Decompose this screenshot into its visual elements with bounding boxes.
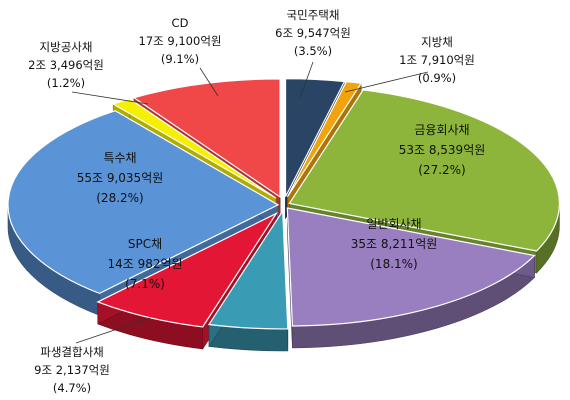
label-slice-3: 일반회사채 35조 8,211억원 (18.1%) — [351, 214, 438, 274]
slice-5 — [96, 211, 279, 328]
slice-4 — [207, 209, 289, 330]
slice-0-amount: 6조 9,547억원 — [275, 26, 351, 40]
slice-1-name: 지방채 — [421, 35, 453, 49]
slice-7 — [111, 98, 277, 199]
slice-2-amount: 53조 8,539억원 — [398, 143, 486, 157]
label-slice-8: CD 17조 9,100억원 (9.1%) — [139, 14, 222, 68]
slice-6-amount: 55조 9,035억원 — [76, 171, 164, 185]
leader-line-2 — [71, 91, 149, 105]
slice-4-name: 파생결합사채 — [40, 345, 104, 359]
slice-6 — [7, 110, 280, 295]
slice-0-name: 국민주택채 — [286, 8, 340, 22]
leader-line-0 — [299, 61, 314, 99]
slice-5-amount: 14조 982억원 — [107, 257, 183, 271]
slice-2-percent: (27.2%) — [418, 163, 466, 177]
slice-6-name: 특수채 — [103, 151, 137, 165]
leader-line-4 — [75, 317, 151, 344]
slice-3-name: 일반회사채 — [366, 217, 422, 231]
leader-line-1 — [344, 71, 429, 93]
slice-5-name: SPC채 — [127, 237, 163, 251]
slice-4-percent: (4.7%) — [52, 381, 92, 395]
slice-0-percent: (3.5%) — [293, 44, 333, 58]
slice-3-amount: 35조 8,211억원 — [350, 237, 438, 251]
label-slice-0: 국민주택채 6조 9,547억원 (3.5%) — [275, 6, 351, 60]
slice-1 — [286, 81, 363, 198]
slice-5-percent: (7.1%) — [125, 277, 165, 291]
slice-7-percent: (1.2%) — [46, 76, 86, 90]
leader-line-3 — [199, 67, 219, 97]
slice-8-percent: (9.1%) — [160, 52, 200, 66]
slice-7-name: 지방공사채 — [39, 40, 93, 54]
slice-1-percent: (0.9%) — [417, 71, 457, 85]
slice-4-amount: 9조 2,137억원 — [34, 363, 110, 377]
label-slice-5: SPC채 14조 982억원 (7.1%) — [107, 234, 182, 294]
slice-3-percent: (18.1%) — [370, 257, 418, 271]
pie-top-layer — [7, 78, 561, 330]
slice-8-name: CD — [171, 16, 189, 30]
slice-3 — [286, 207, 536, 327]
slice-2 — [288, 89, 561, 252]
slice-8-amount: 17조 9,100억원 — [138, 34, 222, 48]
slice-8 — [132, 78, 281, 199]
slice-0 — [284, 78, 346, 197]
label-slice-2: 금융회사채 53조 8,539억원 (27.2%) — [399, 120, 486, 180]
slice-6-percent: (28.2%) — [96, 191, 144, 205]
slice-7-amount: 2조 3,496억원 — [28, 58, 104, 72]
label-slice-1: 지방채 1조 7,910억원 (0.9%) — [399, 33, 475, 87]
label-slice-4: 파생결합사채 9조 2,137억원 (4.7%) — [34, 343, 110, 397]
label-slice-7: 지방공사채 2조 3,496억원 (1.2%) — [28, 38, 104, 92]
label-slice-6: 특수채 55조 9,035억원 (28.2%) — [77, 148, 164, 208]
slice-2-name: 금융회사채 — [414, 123, 470, 137]
slice-1-amount: 1조 7,910억원 — [399, 53, 475, 67]
